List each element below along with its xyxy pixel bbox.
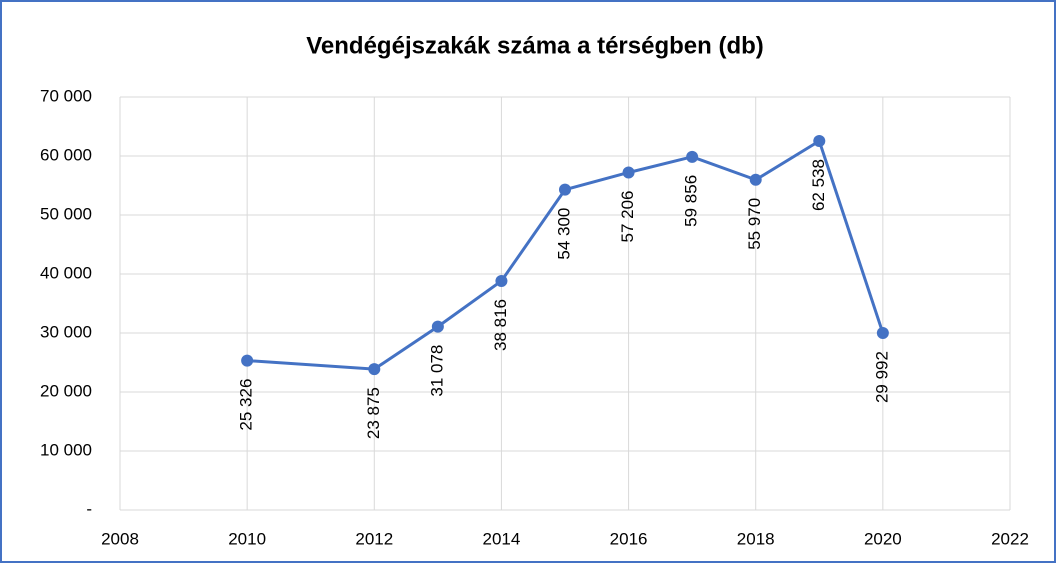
point <box>813 135 826 148</box>
value-label: 38 816 <box>491 299 510 351</box>
line <box>247 138 885 371</box>
value-label: 25 326 <box>237 379 256 431</box>
y-tick-label: 50 000 <box>40 204 92 223</box>
point <box>431 320 444 333</box>
y-tick-label: 30 000 <box>40 322 92 341</box>
chart-title: Vendégéjszakák száma a térségben (db) <box>306 32 764 59</box>
point <box>368 363 381 376</box>
x-tick-label: 2018 <box>737 529 775 548</box>
x-tick-label: 2022 <box>991 529 1029 548</box>
point <box>559 183 571 196</box>
x-tick-label: 2012 <box>355 529 393 548</box>
y-tick-label: 40 000 <box>40 263 92 282</box>
point <box>495 274 508 287</box>
value-label: 57 206 <box>618 190 637 242</box>
x-tick-label: 2016 <box>610 529 648 548</box>
value-label: 62 538 <box>809 159 828 211</box>
point <box>876 327 889 340</box>
value-label: 55 970 <box>745 198 764 250</box>
point <box>622 166 635 179</box>
value-label: 29 992 <box>872 351 891 403</box>
x-tick-label: 2020 <box>864 529 902 548</box>
value-label: 59 856 <box>682 175 701 227</box>
point <box>749 173 762 186</box>
x-tick-label: 2014 <box>483 529 521 548</box>
y-tick-label: 10 000 <box>40 440 92 459</box>
x-tick-label: 2008 <box>101 529 139 548</box>
x-tick-label: 2010 <box>228 529 266 548</box>
point <box>686 150 699 163</box>
y-tick-label: - <box>86 499 92 518</box>
value-label: 54 300 <box>554 208 573 260</box>
y-tick-label: 70 000 <box>40 86 92 105</box>
value-label: 31 078 <box>427 345 446 397</box>
y-tick-label: 20 000 <box>40 381 92 400</box>
value-label: 23 875 <box>364 387 383 439</box>
point <box>241 354 254 367</box>
y-tick-label: 60 000 <box>40 145 92 164</box>
